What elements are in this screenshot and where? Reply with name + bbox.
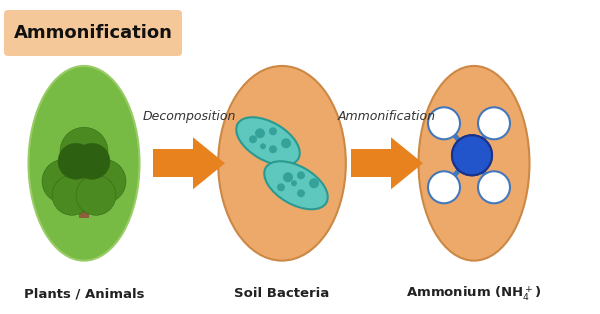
Text: Ammonification: Ammonification bbox=[14, 24, 172, 42]
Circle shape bbox=[58, 143, 94, 179]
Ellipse shape bbox=[236, 117, 300, 165]
Bar bbox=[153, 149, 193, 177]
Circle shape bbox=[76, 175, 116, 215]
Circle shape bbox=[297, 171, 305, 179]
Circle shape bbox=[452, 135, 492, 175]
Ellipse shape bbox=[419, 66, 530, 261]
Circle shape bbox=[291, 180, 297, 186]
Text: Ammonium (NH$_4^+$): Ammonium (NH$_4^+$) bbox=[406, 284, 542, 303]
Circle shape bbox=[269, 145, 277, 153]
Circle shape bbox=[277, 183, 285, 191]
Circle shape bbox=[269, 127, 277, 135]
Circle shape bbox=[56, 143, 112, 199]
Polygon shape bbox=[193, 137, 225, 189]
Circle shape bbox=[478, 107, 510, 139]
Polygon shape bbox=[391, 137, 423, 189]
Text: Plants / Animals: Plants / Animals bbox=[24, 287, 144, 300]
Circle shape bbox=[452, 135, 492, 175]
Text: Soil Bacteria: Soil Bacteria bbox=[235, 287, 329, 300]
Circle shape bbox=[82, 159, 126, 203]
Circle shape bbox=[428, 107, 460, 139]
Circle shape bbox=[74, 143, 110, 179]
Ellipse shape bbox=[264, 161, 328, 209]
Ellipse shape bbox=[29, 66, 139, 261]
Circle shape bbox=[478, 171, 510, 203]
Circle shape bbox=[283, 172, 293, 182]
Circle shape bbox=[60, 127, 108, 175]
Circle shape bbox=[281, 138, 291, 148]
Ellipse shape bbox=[218, 66, 346, 261]
Circle shape bbox=[297, 189, 305, 197]
Circle shape bbox=[255, 128, 265, 138]
FancyBboxPatch shape bbox=[4, 10, 182, 56]
Circle shape bbox=[260, 143, 266, 149]
Text: Decomposition: Decomposition bbox=[142, 110, 236, 123]
Circle shape bbox=[42, 159, 86, 203]
Text: Ammonification: Ammonification bbox=[338, 110, 436, 123]
Circle shape bbox=[428, 171, 460, 203]
Circle shape bbox=[249, 135, 257, 143]
Circle shape bbox=[309, 178, 319, 188]
Bar bbox=[79, 186, 89, 218]
Bar bbox=[351, 149, 391, 177]
Circle shape bbox=[52, 175, 92, 215]
